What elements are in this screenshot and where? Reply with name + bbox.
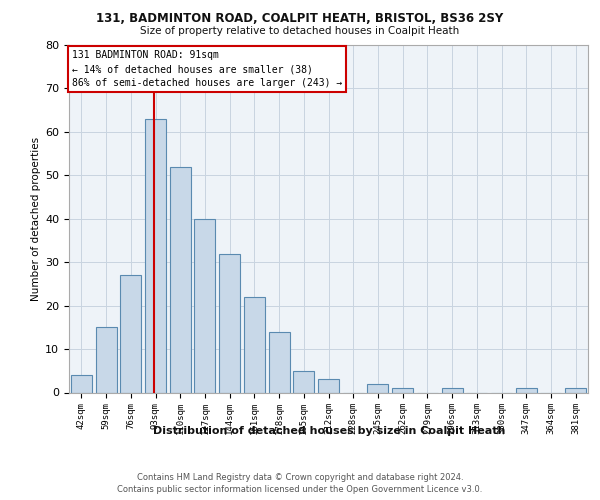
Bar [145, 119, 166, 392]
Y-axis label: Number of detached properties: Number of detached properties [31, 136, 41, 301]
Bar [516, 388, 537, 392]
Bar [71, 375, 92, 392]
Bar [318, 380, 339, 392]
Bar [120, 275, 141, 392]
Bar [219, 254, 240, 392]
Bar [293, 371, 314, 392]
Bar [565, 388, 586, 392]
Bar [170, 166, 191, 392]
Bar [442, 388, 463, 392]
Text: Distribution of detached houses by size in Coalpit Heath: Distribution of detached houses by size … [152, 426, 505, 436]
Text: Contains public sector information licensed under the Open Government Licence v3: Contains public sector information licen… [118, 485, 482, 494]
Bar [367, 384, 388, 392]
Bar [194, 219, 215, 392]
Bar [95, 328, 116, 392]
Text: 131 BADMINTON ROAD: 91sqm
← 14% of detached houses are smaller (38)
86% of semi-: 131 BADMINTON ROAD: 91sqm ← 14% of detac… [71, 50, 342, 88]
Text: Size of property relative to detached houses in Coalpit Heath: Size of property relative to detached ho… [140, 26, 460, 36]
Bar [392, 388, 413, 392]
Text: 131, BADMINTON ROAD, COALPIT HEATH, BRISTOL, BS36 2SY: 131, BADMINTON ROAD, COALPIT HEATH, BRIS… [97, 12, 503, 26]
Bar [269, 332, 290, 392]
Bar [244, 297, 265, 392]
Text: Contains HM Land Registry data © Crown copyright and database right 2024.: Contains HM Land Registry data © Crown c… [137, 472, 463, 482]
